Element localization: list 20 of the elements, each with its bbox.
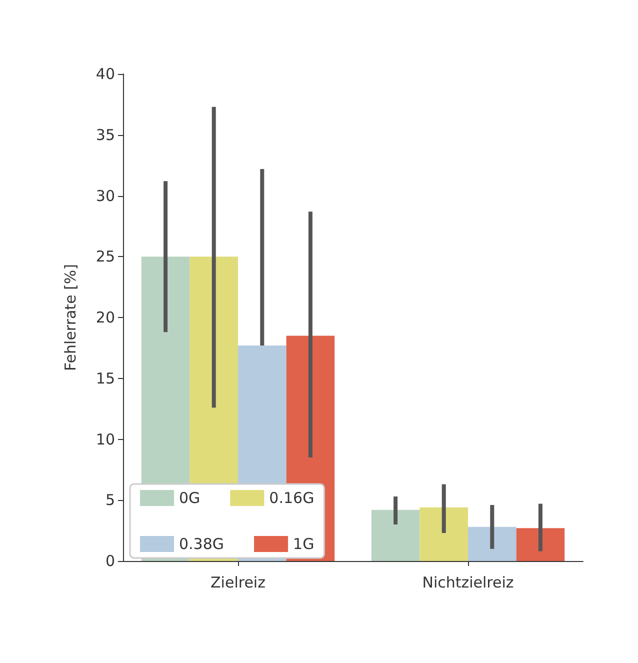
y-tick-label: 20 <box>96 308 115 326</box>
bar <box>420 507 468 561</box>
y-axis-title: Fehlerrate [%] <box>62 264 80 372</box>
legend-label: 0G <box>179 489 200 507</box>
y-tick-label: 15 <box>96 369 115 388</box>
y-tick-label: 35 <box>96 126 115 144</box>
y-tick-label: 40 <box>96 65 115 83</box>
bar <box>371 510 420 561</box>
y-tick-label: 5 <box>105 491 115 510</box>
y-tick-label: 10 <box>96 430 115 448</box>
legend-label: 0.16G <box>269 489 314 507</box>
y-tick-label: 0 <box>105 552 115 570</box>
x-tick-label: Nichtzielreiz <box>422 574 514 592</box>
bar <box>516 528 565 561</box>
legend-label: 1G <box>293 535 314 553</box>
y-tick-label: 25 <box>96 248 115 266</box>
y-tick-label: 30 <box>96 186 115 205</box>
bar <box>468 526 516 561</box>
x-tick-label: Zielreiz <box>210 574 266 592</box>
legend-label: 0.38G <box>179 535 224 553</box>
